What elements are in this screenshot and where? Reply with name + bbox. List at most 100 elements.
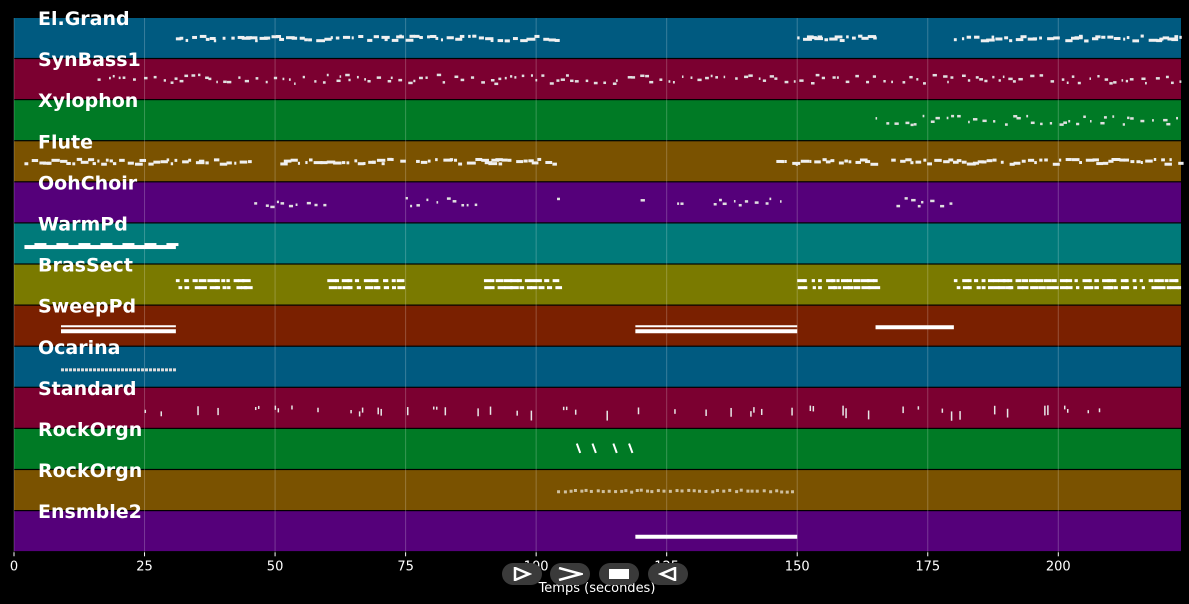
note [140, 368, 144, 372]
note [504, 286, 513, 290]
note [781, 160, 785, 164]
note [516, 160, 524, 164]
note [1035, 279, 1044, 283]
note [531, 161, 539, 165]
note [227, 286, 231, 290]
note [934, 158, 942, 162]
note [769, 75, 774, 78]
note [152, 368, 156, 372]
note [870, 162, 879, 166]
note [569, 489, 573, 493]
note [829, 37, 838, 41]
forward-button[interactable] [550, 563, 590, 585]
note [1049, 122, 1053, 125]
note [975, 76, 979, 79]
note [552, 162, 557, 166]
note [1075, 286, 1080, 290]
note [735, 490, 739, 494]
note [966, 35, 972, 39]
note [184, 74, 189, 78]
note [1068, 119, 1071, 123]
note [242, 279, 251, 283]
note [365, 286, 374, 290]
note [1104, 78, 1109, 81]
note [510, 279, 519, 283]
note-block [24, 245, 176, 250]
track-label: Ensmble2 [38, 501, 142, 523]
note [132, 368, 136, 372]
note [565, 74, 569, 77]
note [793, 80, 796, 83]
note [940, 204, 945, 208]
note [250, 36, 258, 40]
note [92, 368, 96, 372]
note [1141, 286, 1145, 290]
note [639, 488, 643, 492]
note [1155, 286, 1161, 290]
note [806, 35, 814, 39]
note [1090, 286, 1094, 290]
note [116, 368, 120, 372]
note [238, 279, 245, 283]
x-tick-label: 50 [267, 559, 284, 574]
note [1126, 36, 1130, 40]
note [1141, 77, 1146, 81]
note [603, 81, 607, 85]
note [109, 76, 111, 80]
note [812, 406, 815, 412]
note [72, 368, 76, 372]
back-button[interactable] [648, 563, 688, 585]
note [226, 161, 232, 165]
note-bar [635, 534, 798, 539]
track-label: Xylophon [38, 90, 138, 112]
note [440, 38, 444, 42]
note [198, 279, 207, 283]
note [803, 37, 812, 41]
note [921, 200, 924, 204]
note [950, 76, 954, 79]
note [811, 82, 815, 85]
note [1108, 159, 1114, 163]
note [631, 76, 636, 79]
track-label: El.Grand [38, 8, 130, 30]
note [239, 160, 248, 164]
play-button[interactable] [502, 563, 542, 585]
note [711, 490, 715, 494]
note [1113, 37, 1121, 41]
note [1030, 286, 1039, 290]
note [547, 286, 553, 290]
note [947, 80, 949, 84]
note [178, 286, 183, 290]
note [1002, 279, 1009, 283]
note [170, 162, 174, 166]
note [1017, 286, 1024, 290]
note [744, 200, 749, 203]
note [455, 37, 463, 41]
stop-button[interactable] [599, 563, 639, 585]
note [719, 198, 722, 202]
note [254, 406, 257, 411]
note [962, 286, 970, 290]
note [237, 35, 245, 39]
note [240, 286, 248, 290]
note [1112, 279, 1117, 283]
note [139, 158, 147, 162]
note [1125, 79, 1129, 83]
note [620, 489, 624, 493]
note [1107, 286, 1114, 290]
note [974, 279, 979, 283]
note [628, 443, 634, 454]
note [911, 198, 916, 202]
note [640, 199, 645, 202]
note [894, 122, 899, 125]
note [915, 160, 922, 164]
note [280, 162, 288, 166]
note [930, 199, 935, 203]
note [490, 79, 495, 82]
note [501, 158, 508, 162]
note [302, 75, 305, 79]
note [489, 406, 492, 415]
note [97, 159, 100, 163]
note [543, 37, 550, 41]
note [692, 489, 696, 493]
